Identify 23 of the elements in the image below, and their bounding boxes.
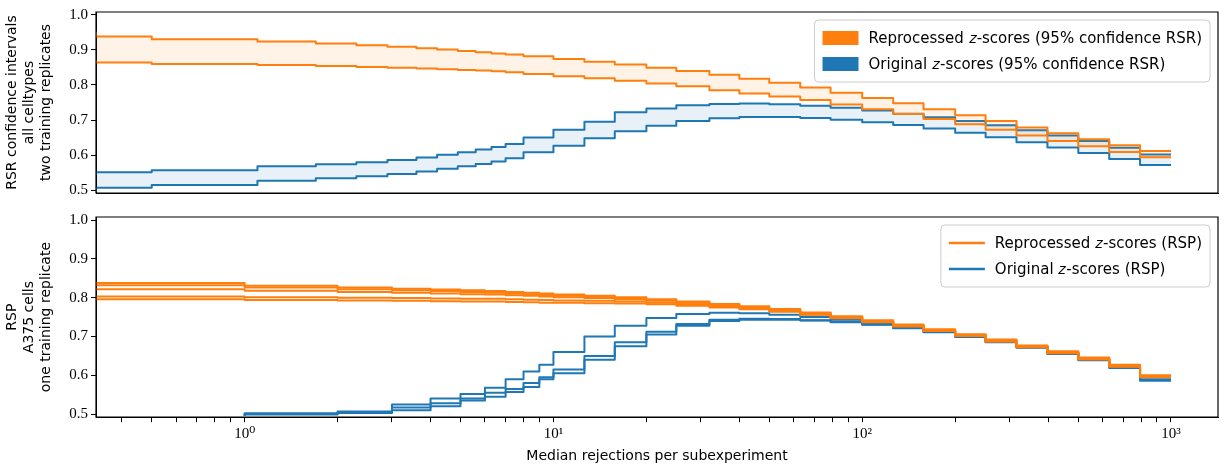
y-tick-label: 0.5 xyxy=(69,405,88,422)
y-tick-label: 0.5 xyxy=(69,181,88,198)
y-tick-label: 0.9 xyxy=(69,249,88,266)
y-tick-label: 0.8 xyxy=(69,75,88,92)
y-tick-label: 0.6 xyxy=(69,146,89,163)
y-tick-label: 0.7 xyxy=(69,110,89,127)
legend-label: Original 𝑧-scores (95% confidence RSR) xyxy=(868,54,1166,73)
legend-label: Original 𝑧-scores (RSP) xyxy=(994,259,1166,278)
y-axis-title: RSP A375 cells one training replicate xyxy=(3,241,53,393)
x-tick-label: 10¹ xyxy=(543,425,564,442)
x-tick-label: 10⁰ xyxy=(234,425,256,442)
x-tick-label: 10² xyxy=(852,425,873,442)
y-tick-label: 0.8 xyxy=(69,288,88,305)
x-tick-label: 10³ xyxy=(1161,425,1182,442)
y-tick-label: 1.0 xyxy=(69,211,88,228)
y-tick-label: 0.9 xyxy=(69,40,88,57)
legend-label: Reprocessed 𝑧-scores (95% confidence RSR) xyxy=(868,28,1202,47)
y-tick-label: 0.7 xyxy=(69,327,89,344)
y-tick-label: 0.6 xyxy=(69,366,89,383)
legend-label: Reprocessed 𝑧-scores (RSP) xyxy=(994,233,1203,252)
y-axis-title: RSR confidence intervals all celltypes two training replicates xyxy=(3,15,53,190)
y-tick-label: 1.0 xyxy=(69,5,88,22)
x-axis-title: Median rejections per subexperiment xyxy=(526,447,789,464)
